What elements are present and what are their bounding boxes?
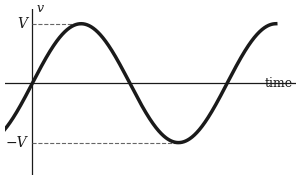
Text: time: time — [265, 77, 293, 90]
Text: V: V — [17, 17, 27, 31]
Text: −V: −V — [5, 136, 27, 150]
Text: v: v — [36, 2, 43, 15]
